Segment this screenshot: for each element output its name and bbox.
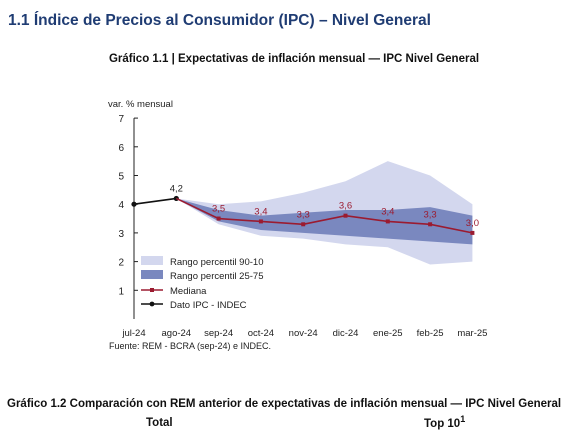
x-tick-label: nov-24 [289, 328, 318, 339]
y-tick-label: 3 [118, 229, 124, 240]
point-ipc [131, 201, 137, 207]
point-median [301, 222, 306, 227]
point-median [343, 213, 348, 218]
subheader-total: Total [146, 417, 173, 429]
band-p25-75 [176, 198, 473, 245]
legend-marker-ipc [149, 301, 155, 307]
data-label-median: 3,5 [212, 204, 225, 215]
x-tick-label: oct-24 [248, 328, 274, 339]
data-label-median: 3,3 [297, 209, 310, 220]
data-label-median: 3,3 [423, 209, 436, 220]
x-tick-label: ene-25 [373, 328, 403, 339]
section-title: 1.1 Índice de Precios al Consumidor (IPC… [8, 12, 431, 29]
footnote-marker: 1 [460, 414, 466, 424]
x-tick-label: jul-24 [121, 328, 145, 339]
chart-title: Gráfico 1.1 | Expectativas de inflación … [108, 53, 480, 65]
point-median [258, 219, 263, 224]
y-tick-label: 6 [118, 143, 124, 154]
legend-marker-median [150, 288, 154, 292]
y-tick-label: 4 [118, 200, 124, 211]
point-median [470, 230, 475, 235]
chart2-title: Gráfico 1.2 Comparación con REM anterior… [7, 398, 562, 410]
legend-label: Rango percentil 90-10 [170, 257, 263, 268]
y-tick-label: 2 [118, 258, 124, 269]
x-tick-label: ago-24 [162, 328, 192, 339]
data-label-median: 3,6 [339, 201, 352, 212]
legend-label: Dato IPC - INDEC [170, 300, 247, 311]
series-line-ipc [133, 197, 177, 205]
x-tick-label: mar-25 [457, 328, 487, 339]
x-tick-label: dic-24 [333, 328, 359, 339]
x-tick-label: feb-25 [417, 328, 444, 339]
y-tick-label: 1 [118, 286, 124, 297]
data-label-median: 3,4 [381, 206, 394, 217]
series-line-median [175, 197, 473, 234]
y-tick-label: 5 [118, 172, 124, 183]
point-median [428, 222, 433, 227]
data-label-ipc: 4,2 [170, 183, 183, 194]
y-axis-label: var. % mensual [108, 99, 173, 110]
x-tick-label: sep-24 [204, 328, 233, 339]
point-median [385, 219, 390, 224]
data-label-median: 3,4 [254, 206, 267, 217]
subheader-top10-label: Top 10 [424, 417, 461, 430]
point-median [216, 216, 221, 221]
subheader-top10: Top 101 [424, 414, 465, 430]
legend-label: Rango percentil 25-75 [170, 271, 263, 282]
y-tick-label: 7 [118, 114, 124, 125]
legend-swatch-p90-10 [141, 256, 163, 265]
legend-swatch-p25-75 [141, 270, 163, 279]
data-label-median: 3,0 [466, 218, 479, 229]
legend-label: Mediana [170, 286, 207, 297]
source-note: Fuente: REM - BCRA (sep-24) e INDEC. [109, 341, 271, 351]
